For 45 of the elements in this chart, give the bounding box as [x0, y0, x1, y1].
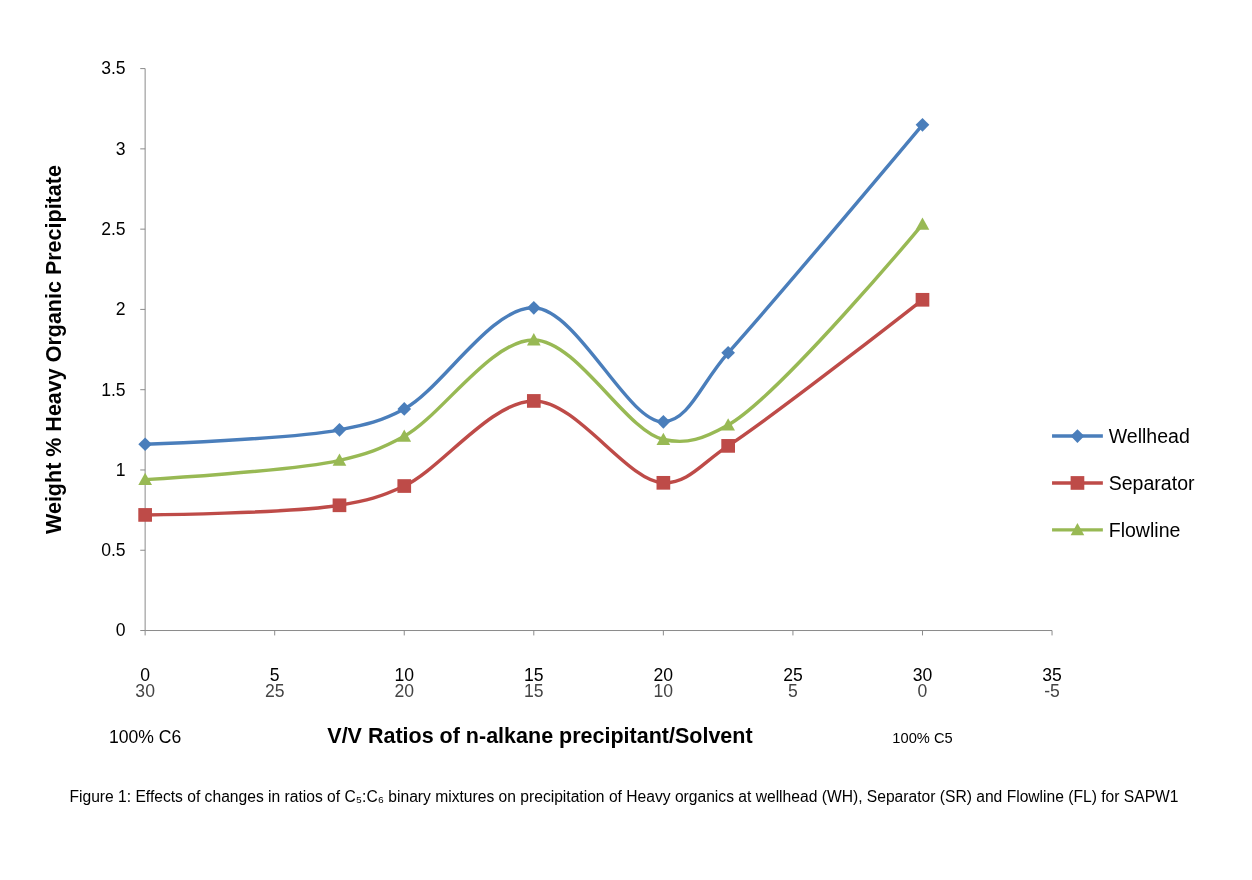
x2-tick-label: 0	[917, 680, 928, 701]
point	[526, 394, 541, 408]
y-tick-label: 0.5	[101, 540, 126, 561]
y-tick-label: 2	[115, 299, 126, 320]
point	[138, 437, 152, 452]
point	[397, 429, 412, 442]
y-tick-label: 2.5	[101, 219, 126, 240]
point	[656, 432, 671, 445]
point	[332, 422, 347, 437]
point	[526, 300, 541, 315]
point	[721, 439, 735, 453]
point	[915, 292, 930, 307]
y-axis-title: Weight % Heavy Organic Precipitate	[42, 165, 67, 534]
y-tick-label: 1.5	[101, 379, 126, 400]
caption: Figure 1: Effects of changes in ratios of C₅:C₆ binary mixtures on precipitation of Heavy organics at wellhead (WH), Separator (SR) and Flowline (FL) for SAPW1	[69, 787, 1179, 805]
point	[721, 345, 735, 360]
y-tick-label: 1	[115, 459, 126, 480]
point	[721, 418, 735, 431]
point	[138, 472, 152, 486]
y-tick-label: 3	[115, 138, 126, 159]
point	[656, 414, 671, 429]
point	[526, 333, 541, 346]
legend-label: Separator	[1108, 471, 1195, 494]
y-tick-label: 0	[115, 620, 126, 641]
point	[397, 402, 412, 416]
x2-tick-label: 25	[264, 680, 285, 701]
point	[915, 117, 930, 132]
point	[915, 217, 930, 230]
x2-tick-label: 5	[788, 680, 799, 701]
x2-tick-label: -5	[1044, 680, 1061, 701]
point	[138, 508, 152, 522]
text: 100% C6	[108, 726, 182, 747]
point	[397, 479, 412, 493]
point	[332, 453, 347, 466]
x-axis-title: V/V Ratios of n-alkane precipitant/Solvent	[327, 723, 753, 748]
x2-tick-label: 20	[394, 680, 415, 701]
point	[656, 475, 671, 490]
legend-label: Wellhead	[1108, 424, 1190, 447]
x2-tick-label: 30	[135, 680, 156, 701]
point	[332, 498, 347, 513]
legend-label: Flowline	[1108, 518, 1181, 541]
x2-tick-label: 15	[524, 680, 544, 701]
text: 100% C5	[892, 729, 953, 746]
y-tick-label: 3.5	[101, 58, 126, 79]
x2-tick-label: 10	[653, 680, 674, 701]
